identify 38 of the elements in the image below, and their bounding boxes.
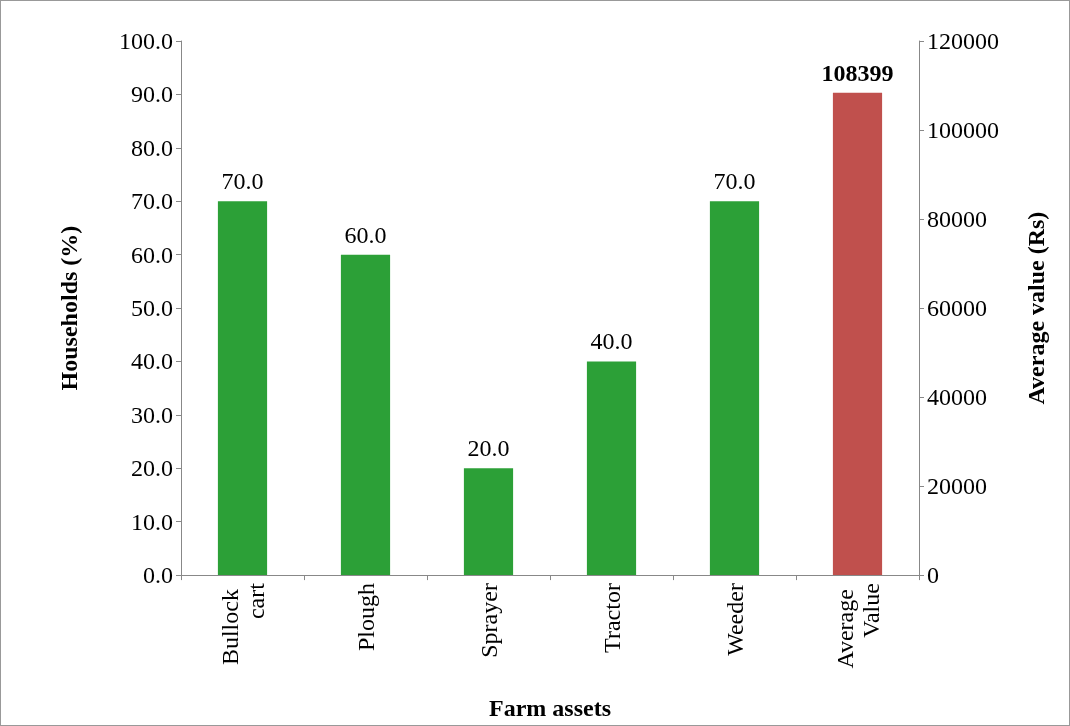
y2-axis-title: Average value (Rs) <box>1023 211 1049 405</box>
bar <box>463 468 514 576</box>
y-tick-label: 20.0 <box>131 455 173 482</box>
y2-tick-label: 100000 <box>927 117 999 144</box>
y-tick-label: 30.0 <box>131 401 173 428</box>
data-label: 70.0 <box>713 168 756 195</box>
x-tick-label: Sprayer <box>475 583 502 658</box>
y-tick-label: 70.0 <box>131 188 173 215</box>
bar <box>709 201 760 576</box>
y2-tick-label: 120000 <box>927 28 999 54</box>
data-label: 108399 <box>821 59 894 86</box>
data-label: 20.0 <box>467 435 510 462</box>
x-tick-label: Average Value <box>831 583 884 669</box>
bar <box>586 361 637 576</box>
y-axis-title: Households (%) <box>56 225 82 391</box>
y-tick-label: 40.0 <box>131 348 173 375</box>
y2-tick-label: 20000 <box>927 473 987 500</box>
y-tick-label: 10.0 <box>131 508 173 535</box>
y2-tick-label: 60000 <box>927 295 987 322</box>
data-label: 40.0 <box>590 328 633 355</box>
y2-tick-label: 80000 <box>927 206 987 233</box>
y-tick-label: 90.0 <box>131 81 173 108</box>
y-tick-label: 80.0 <box>131 134 173 161</box>
y2-tick-label: 0 <box>927 562 939 589</box>
y-tick-label: 60.0 <box>131 241 173 268</box>
x-tick-label: Tractor <box>598 583 625 653</box>
x-tick-label: Bullock cart <box>216 582 269 666</box>
x-tick-label: Plough <box>352 583 379 652</box>
x-axis-title: Farm assets <box>489 695 611 721</box>
y-tick-label: 50.0 <box>131 295 173 322</box>
y-tick-label: 100.0 <box>119 28 173 54</box>
data-label: 60.0 <box>344 221 387 248</box>
bar <box>340 254 391 576</box>
y2-tick-label: 40000 <box>927 384 987 411</box>
bar <box>217 201 268 576</box>
data-label: 70.0 <box>221 168 264 195</box>
x-tick-label: Weeder <box>721 583 748 656</box>
y-tick-label: 0.0 <box>143 562 173 589</box>
